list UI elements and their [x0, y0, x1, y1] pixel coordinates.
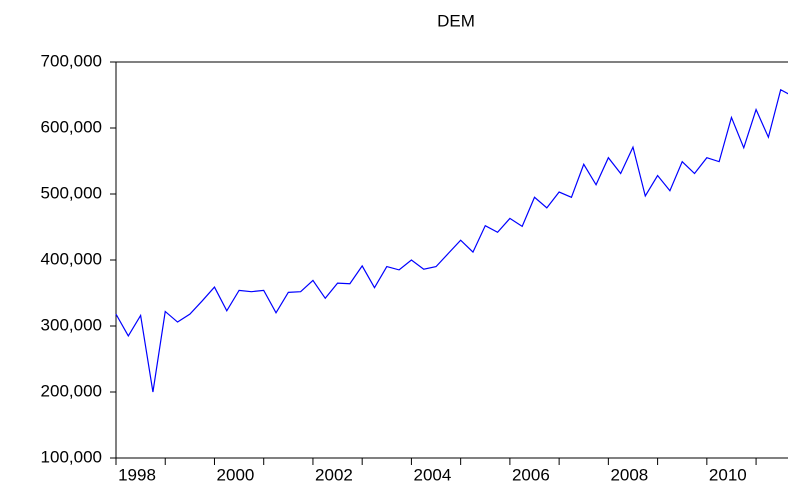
y-tick-label: 400,000	[41, 249, 102, 268]
x-tick-label: 2006	[512, 465, 550, 484]
y-tick-label: 300,000	[41, 315, 102, 334]
x-tick-label: 1998	[118, 465, 156, 484]
y-tick-label: 500,000	[41, 183, 102, 202]
y-tick-label: 200,000	[41, 381, 102, 400]
x-tick-label: 2010	[709, 465, 747, 484]
series-line	[115, 88, 788, 393]
chart-title: DEM	[437, 11, 475, 30]
x-tick-label: 2002	[315, 465, 353, 484]
x-tick-label: 2008	[610, 465, 648, 484]
plot-frame	[115, 61, 788, 459]
x-tick-label: 2000	[217, 465, 255, 484]
x-tick-label: 2004	[414, 465, 452, 484]
y-tick-label: 100,000	[41, 447, 102, 466]
y-tick-label: 700,000	[41, 51, 102, 70]
y-tick-label: 600,000	[41, 117, 102, 136]
